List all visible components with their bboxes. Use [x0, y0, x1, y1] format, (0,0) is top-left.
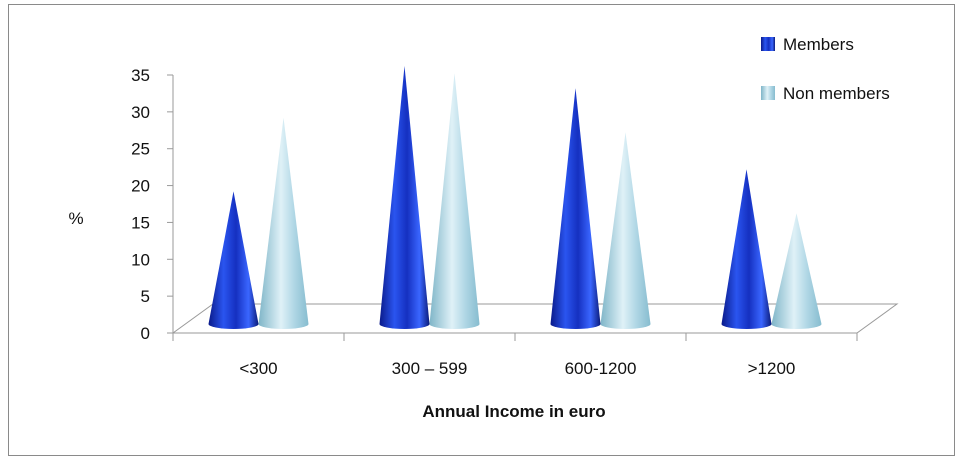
cone-non-members [771, 213, 822, 329]
x-tick-label: >1200 [748, 359, 796, 378]
x-axis-title: Annual Income in euro [422, 402, 605, 421]
legend-swatch-members [761, 37, 775, 51]
y-tick-label: 15 [131, 213, 150, 232]
x-tick-label: <300 [239, 359, 277, 378]
cone-members [379, 66, 430, 329]
y-tick-label: 30 [131, 103, 150, 122]
y-tick-label: 20 [131, 177, 150, 196]
x-axis-ticks: <300 300 – 599 600-1200 >1200 [172, 333, 858, 378]
y-tick-label: 10 [131, 250, 150, 269]
legend: Members Non members [761, 35, 890, 103]
y-axis-ticks: 0 5 10 15 20 25 30 35 [131, 66, 173, 343]
y-tick-label: 25 [131, 140, 150, 159]
legend-label-non-members: Non members [783, 84, 890, 103]
chart-floor [171, 75, 899, 334]
y-tick-label: 0 [141, 324, 150, 343]
y-axis-title: % [68, 209, 83, 228]
legend-swatch-non-members [761, 86, 775, 100]
cone-members [550, 88, 601, 329]
cones-layer [208, 66, 822, 329]
cone-members [208, 191, 259, 329]
y-tick-label: 35 [131, 66, 150, 85]
cone-non-members [600, 132, 651, 329]
y-tick-label: 5 [141, 287, 150, 306]
cone-members [721, 169, 772, 329]
cone-non-members [429, 73, 480, 329]
floor-plane [171, 303, 899, 334]
cone-non-members [258, 117, 309, 329]
x-tick-label: 600-1200 [565, 359, 637, 378]
x-tick-label: 300 – 599 [392, 359, 468, 378]
legend-label-members: Members [783, 35, 854, 54]
